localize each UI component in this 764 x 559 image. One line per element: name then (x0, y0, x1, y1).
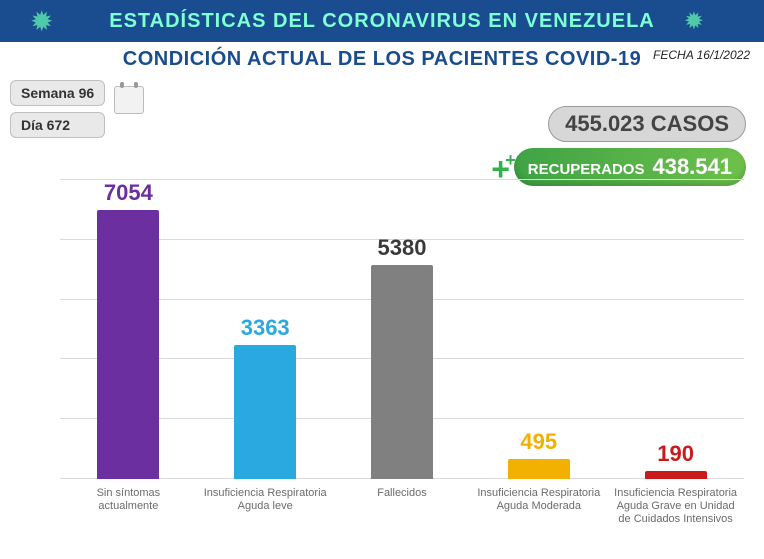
day-pill: Día 672 (10, 112, 105, 138)
virus-icon: ✹ (30, 5, 53, 38)
meta-column: Semana 96 Día 672 (10, 80, 105, 138)
bar-value: 3363 (241, 315, 290, 341)
bar (234, 345, 296, 479)
header-title: ESTADÍSTICAS DEL CORONAVIRUS EN VENEZUEL… (109, 10, 655, 33)
subtitle-row: CONDICIÓN ACTUAL DE LOS PACIENTES COVID-… (0, 42, 764, 73)
bar-column: 5380 (340, 180, 463, 479)
chart-area: 7054 3363 5380 495 190 Sin síntomas actualme… (20, 180, 744, 539)
bar-label: Insuficiencia Respiratoria Aguda Moderad… (477, 481, 600, 539)
calendar-icon (114, 86, 144, 114)
week-pill: Semana 96 (10, 80, 105, 106)
bar-label: Insuficiencia Respiratoria Aguda leve (204, 481, 327, 539)
bar-label: Sin síntomas actualmente (67, 481, 190, 539)
chart-labels: Sin síntomas actualmenteInsuficiencia Re… (60, 481, 744, 539)
bar (97, 210, 159, 479)
bar-label: Fallecidos (340, 481, 463, 539)
date-value: 16/1/2022 (697, 48, 750, 62)
bar-column: 495 (477, 180, 600, 479)
bar-value: 7054 (104, 180, 153, 206)
totals-box: 455.023 CASOS ++ RECUPERADOS 438.541 (491, 106, 746, 186)
bar (645, 471, 707, 479)
date-label: FECHA (653, 48, 693, 62)
bar (508, 459, 570, 479)
subtitle: CONDICIÓN ACTUAL DE LOS PACIENTES COVID-… (123, 48, 641, 71)
recovered-label: RECUPERADOS (528, 161, 645, 178)
cases-pill: 455.023 CASOS (548, 106, 746, 142)
header-band: ✹ ESTADÍSTICAS DEL CORONAVIRUS EN VENEZU… (0, 0, 764, 42)
date-box: FECHA 16/1/2022 (653, 48, 750, 62)
bar-column: 3363 (204, 180, 327, 479)
chart-bars: 7054 3363 5380 495 190 (60, 180, 744, 479)
bar-value: 495 (520, 429, 557, 455)
plus-icon: ++ (491, 154, 516, 181)
bar-column: 7054 (67, 180, 190, 479)
bar-value: 5380 (378, 235, 427, 261)
virus-icon: ✹ (684, 7, 704, 36)
bar-value: 190 (657, 441, 694, 467)
bar-column: 190 (614, 180, 737, 479)
bar (371, 265, 433, 479)
bar-label: Insuficiencia Respiratoria Aguda Grave e… (614, 481, 737, 539)
recovered-value: 438.541 (652, 154, 732, 180)
